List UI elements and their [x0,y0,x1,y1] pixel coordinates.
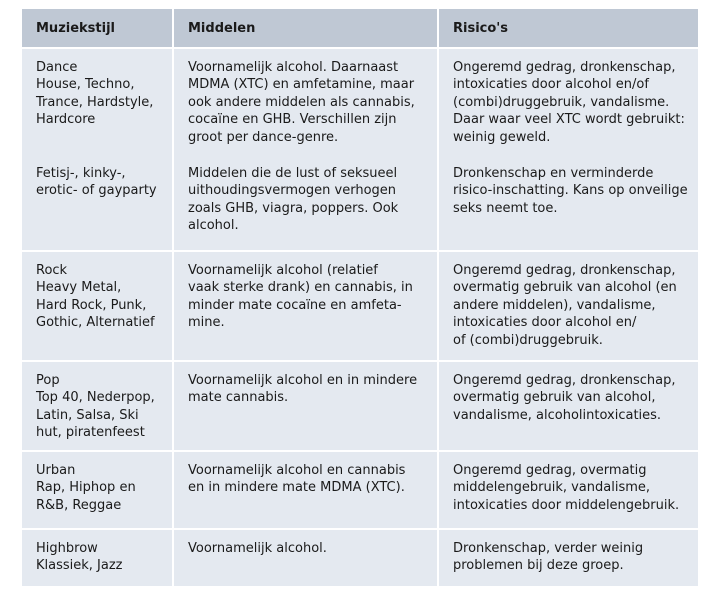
cell-style-dance: Dance House, Techno, Trance, Hardstyle, … [36,60,154,128]
cell-group-means: Voornamelijk alcohol. Daarnaast MDMA (XT… [174,49,439,250]
cell-risks-highbrow: Dronkenschap, verder weinig problemen bi… [453,541,644,574]
cell-risks-dance: Ongeremd gedrag, dronkenschap, intoxicat… [453,60,685,145]
music-substance-table: Muziekstijl Middelen Risico's Dance Hous… [22,9,698,586]
cell-style-pop: Pop Top 40, Nederpop, Latin, Salsa, Ski … [22,362,174,450]
cell-style-rock: Rock Heavy Metal, Hard Rock, Punk, Gothi… [22,252,174,360]
cell-style-fetisj: Fetisj-, kinky-, erotic- of gayparty [36,166,157,199]
header-middelen: Middelen [174,9,439,47]
cell-risks-fetisj: Dronkenschap en verminderde risico-insch… [453,166,688,216]
cell-means-fetisj: Middelen die de lust of seksueel uithoud… [188,166,399,234]
cell-group-risks: Ongeremd gedrag, dronkenschap, intoxicat… [439,49,698,250]
cell-means-highbrow: Voornamelijk alcohol. [174,530,439,586]
table-row-pop: Pop Top 40, Nederpop, Latin, Salsa, Ski … [22,362,698,452]
header-risicos: Risico's [453,20,509,36]
cell-group-style: Dance House, Techno, Trance, Hardstyle, … [22,49,174,250]
table-row-rock: Rock Heavy Metal, Hard Rock, Punk, Gothi… [22,252,698,362]
table-row-urban: Urban Rap, Hiphop en R&B, Reggae Voornam… [22,452,698,530]
cell-risks-rock: Ongeremd gedrag, dronkenschap, overmatig… [453,263,677,348]
table-row-highbrow: Highbrow Klassiek, Jazz Voornamelijk alc… [22,530,698,586]
table-header: Muziekstijl Middelen Risico's [22,9,698,49]
table-row-dance: Dance House, Techno, Trance, Hardstyle, … [22,49,698,252]
cell-style-urban: Urban Rap, Hiphop en R&B, Reggae [22,452,174,528]
cell-style-highbrow: Highbrow Klassiek, Jazz [22,530,174,586]
cell-risks-pop: Ongeremd gedrag, dronkenschap, overmatig… [453,373,676,423]
cell-risks-urban: Ongeremd gedrag, overmatig middelengebru… [453,463,680,513]
cell-means-dance: Voornamelijk alcohol. Daarnaast MDMA (XT… [188,60,415,145]
cell-means-pop: Voornamelijk alcohol en in mindere mate … [174,362,439,450]
header-muziekstijl: Muziekstijl [22,9,174,47]
cell-means-rock: Voornamelijk alcohol (relatief vaak ster… [174,252,439,360]
cell-means-urban: Voornamelijk alcohol en cannabis en in m… [174,452,439,528]
